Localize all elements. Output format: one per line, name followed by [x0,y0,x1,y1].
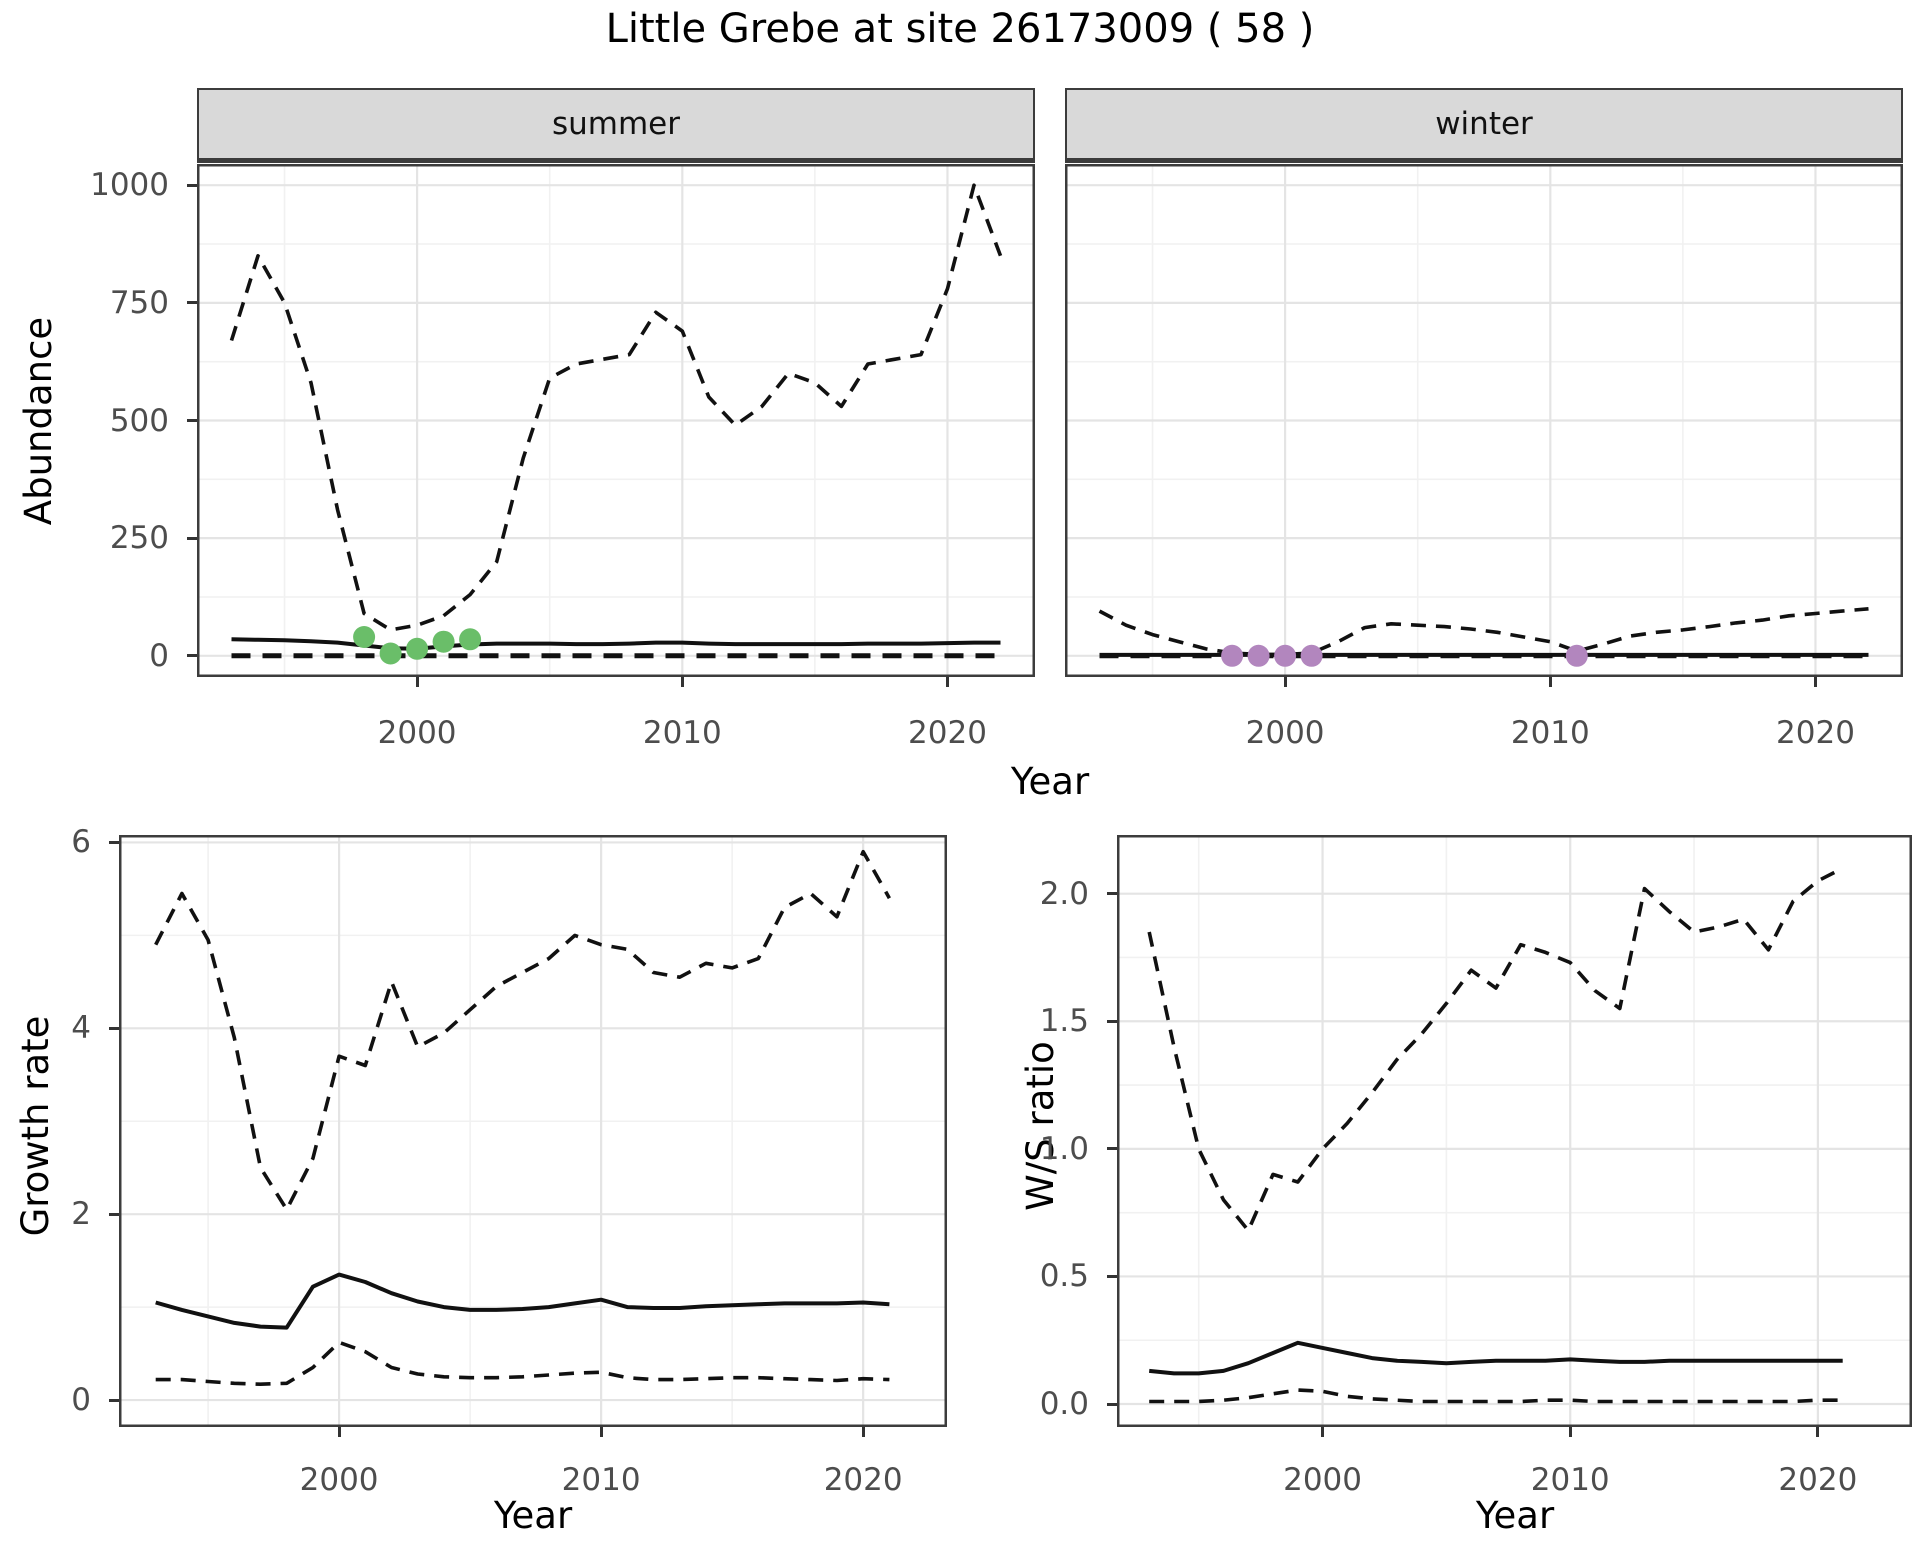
facet-strip-summer: summer [197,88,1035,163]
growth-rate-upper-ci-line [154,849,891,1212]
abundance-winter-observed-point [1300,644,1323,667]
facet-strip-winter: winter [1065,88,1903,163]
y-tick-label: 1000 [90,167,169,204]
ws-ratio-median-line [1148,1340,1843,1376]
y-tick-label: 750 [109,284,169,321]
y-tick-mark [109,1212,119,1216]
y-tick-label: 6 [71,824,91,861]
abundance-summer-observed-point [459,628,482,651]
abundance-summer-observed-point [406,637,429,660]
x-tick-label: 2020 [1778,1462,1858,1498]
x-axis-title-top: Year [1010,760,1090,803]
x-tick-mark [945,677,949,687]
y-tick-mark [187,183,197,187]
x-tick-label: 2000 [299,1462,379,1498]
ws-ratio-upper-ci-line [1147,866,1844,1233]
panel-abundance-winter [1065,164,1903,677]
y-tick-label: 0 [71,1382,91,1419]
panel-abundance-summer [197,164,1035,677]
y-tick-label: 1.0 [1039,1130,1089,1167]
x-tick-mark [599,1427,603,1437]
abundance-summer-observed-point [353,626,376,648]
y-tick-label: 1.5 [1039,1003,1089,1040]
y-tick-label: 0.0 [1039,1386,1089,1423]
abundance-winter-observed-point [1565,644,1588,667]
x-axis-title-growth: Year [493,1494,573,1537]
x-tick-label: 2020 [1776,715,1855,751]
x-tick-mark [1283,677,1287,687]
facet-strip-winter-label: winter [1435,106,1533,142]
growth-rate-median-line [155,1272,890,1330]
x-tick-label: 2020 [823,1462,903,1498]
x-tick-label: 2010 [642,715,722,751]
y-tick-label: 0.5 [1039,1258,1089,1295]
y-tick-mark [1107,1019,1117,1023]
panel-ws-ratio [1117,835,1912,1427]
x-tick-mark [337,1427,341,1437]
y-tick-label: 2.0 [1039,875,1089,912]
y-tick-label: 4 [71,1010,91,1047]
x-tick-mark [1816,1427,1820,1437]
x-tick-mark [861,1427,865,1437]
x-tick-label: 2010 [1510,715,1590,751]
y-tick-mark [1107,1147,1117,1151]
y-tick-mark [1107,892,1117,896]
y-tick-label: 500 [109,402,169,439]
y-tick-mark [187,419,197,422]
abundance-summer-observed-point [379,642,402,665]
x-tick-label: 2010 [561,1462,641,1498]
x-tick-label: 2020 [908,715,987,751]
abundance-summer-observed-point [432,630,455,653]
panel-growth-rate [119,835,947,1427]
y-tick-mark [187,536,197,540]
x-axis-title-ratio: Year [1475,1494,1555,1537]
y-tick-mark [1107,1402,1117,1406]
facet-strip-summer-label: summer [551,106,680,142]
x-tick-mark [415,677,419,687]
y-tick-mark [109,1026,119,1030]
abundance-winter-observed-point [1221,644,1244,667]
x-tick-mark [1568,1427,1572,1437]
y-tick-mark [187,654,197,658]
x-tick-label: 2000 [1245,715,1325,751]
abundance-winter-observed-point [1247,644,1270,667]
x-tick-label: 2000 [377,715,457,751]
y-tick-mark [1107,1274,1117,1278]
y-axis-title-abundance: Abundance [17,316,60,526]
ws-ratio-lower-ci-line [1149,1388,1843,1404]
x-tick-mark [1813,677,1817,687]
abundance-summer-upper-ci-line [229,183,1003,632]
x-tick-mark [1321,1427,1325,1437]
y-tick-label: 250 [109,520,169,557]
y-tick-mark [109,1398,119,1402]
x-tick-mark [1548,677,1552,687]
x-tick-label: 2010 [1530,1462,1610,1498]
abundance-winter-observed-point [1274,644,1297,667]
x-tick-label: 2000 [1283,1462,1362,1498]
chart-title: Little Grebe at site 26173009 ( 58 ) [605,6,1315,52]
y-tick-label: 0 [149,637,169,674]
y-tick-label: 2 [71,1196,91,1233]
y-tick-mark [187,301,197,305]
growth-rate-lower-ci-line [155,1340,890,1387]
y-tick-mark [109,840,119,844]
x-tick-mark [680,677,684,687]
